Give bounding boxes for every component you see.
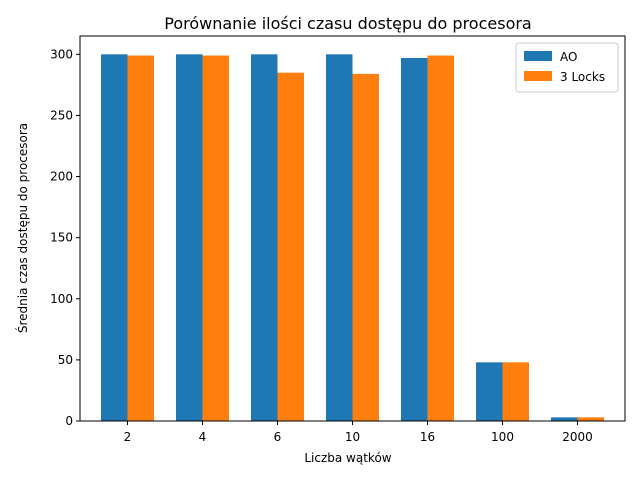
y-tick-label: 150 bbox=[50, 231, 73, 245]
x-tick-label: 6 bbox=[274, 430, 282, 444]
x-tick-label: 10 bbox=[345, 430, 360, 444]
bar-3-locks-2000 bbox=[577, 417, 604, 421]
y-tick-label: 200 bbox=[50, 170, 73, 184]
bar-ao-2000 bbox=[551, 417, 578, 421]
legend: AO 3 Locks bbox=[515, 42, 619, 93]
bar-3-locks-6 bbox=[277, 72, 304, 422]
bar-3-locks-4 bbox=[202, 55, 229, 422]
legend-label-ao: AO bbox=[560, 50, 577, 64]
y-tick-label: 50 bbox=[58, 353, 73, 367]
bar-ao-2 bbox=[101, 54, 128, 421]
plot-frame bbox=[79, 35, 626, 422]
x-tick-label: 2 bbox=[124, 430, 132, 444]
bar-3-locks-16 bbox=[427, 55, 454, 422]
bar-ao-10 bbox=[326, 54, 353, 421]
bar-ao-100 bbox=[476, 362, 503, 421]
bar-3-locks-10 bbox=[352, 73, 379, 421]
bar-3-locks-2 bbox=[127, 55, 154, 422]
x-axis: 2 4 6 10 16 100 2000 bbox=[124, 421, 593, 444]
x-tick-label: 100 bbox=[491, 430, 514, 444]
x-tick-label: 16 bbox=[420, 430, 435, 444]
y-tick-label: 250 bbox=[50, 108, 73, 122]
x-tick-label: 4 bbox=[199, 430, 207, 444]
y-tick-label: 100 bbox=[50, 292, 73, 306]
legend-swatch-ao bbox=[524, 51, 552, 61]
legend-label-3-locks: 3 Locks bbox=[560, 70, 605, 84]
x-tick-label: 2000 bbox=[562, 430, 593, 444]
y-tick-label: 0 bbox=[65, 414, 73, 428]
x-axis-label: Liczba wątków bbox=[304, 451, 391, 465]
bars-group bbox=[101, 54, 604, 422]
y-axis: 0 50 100 150 200 250 300 bbox=[50, 47, 80, 428]
bar-ao-16 bbox=[401, 58, 428, 421]
chart-title: Porównanie ilości czasu dostępu do proce… bbox=[164, 14, 531, 33]
bar-ao-4 bbox=[176, 54, 203, 421]
y-axis-label: Średnia czas dostępu do procesora bbox=[15, 123, 30, 333]
y-tick-label: 300 bbox=[50, 47, 73, 61]
bar-3-locks-100 bbox=[502, 362, 529, 421]
bar-ao-6 bbox=[251, 54, 278, 421]
legend-swatch-3-locks bbox=[524, 71, 552, 81]
